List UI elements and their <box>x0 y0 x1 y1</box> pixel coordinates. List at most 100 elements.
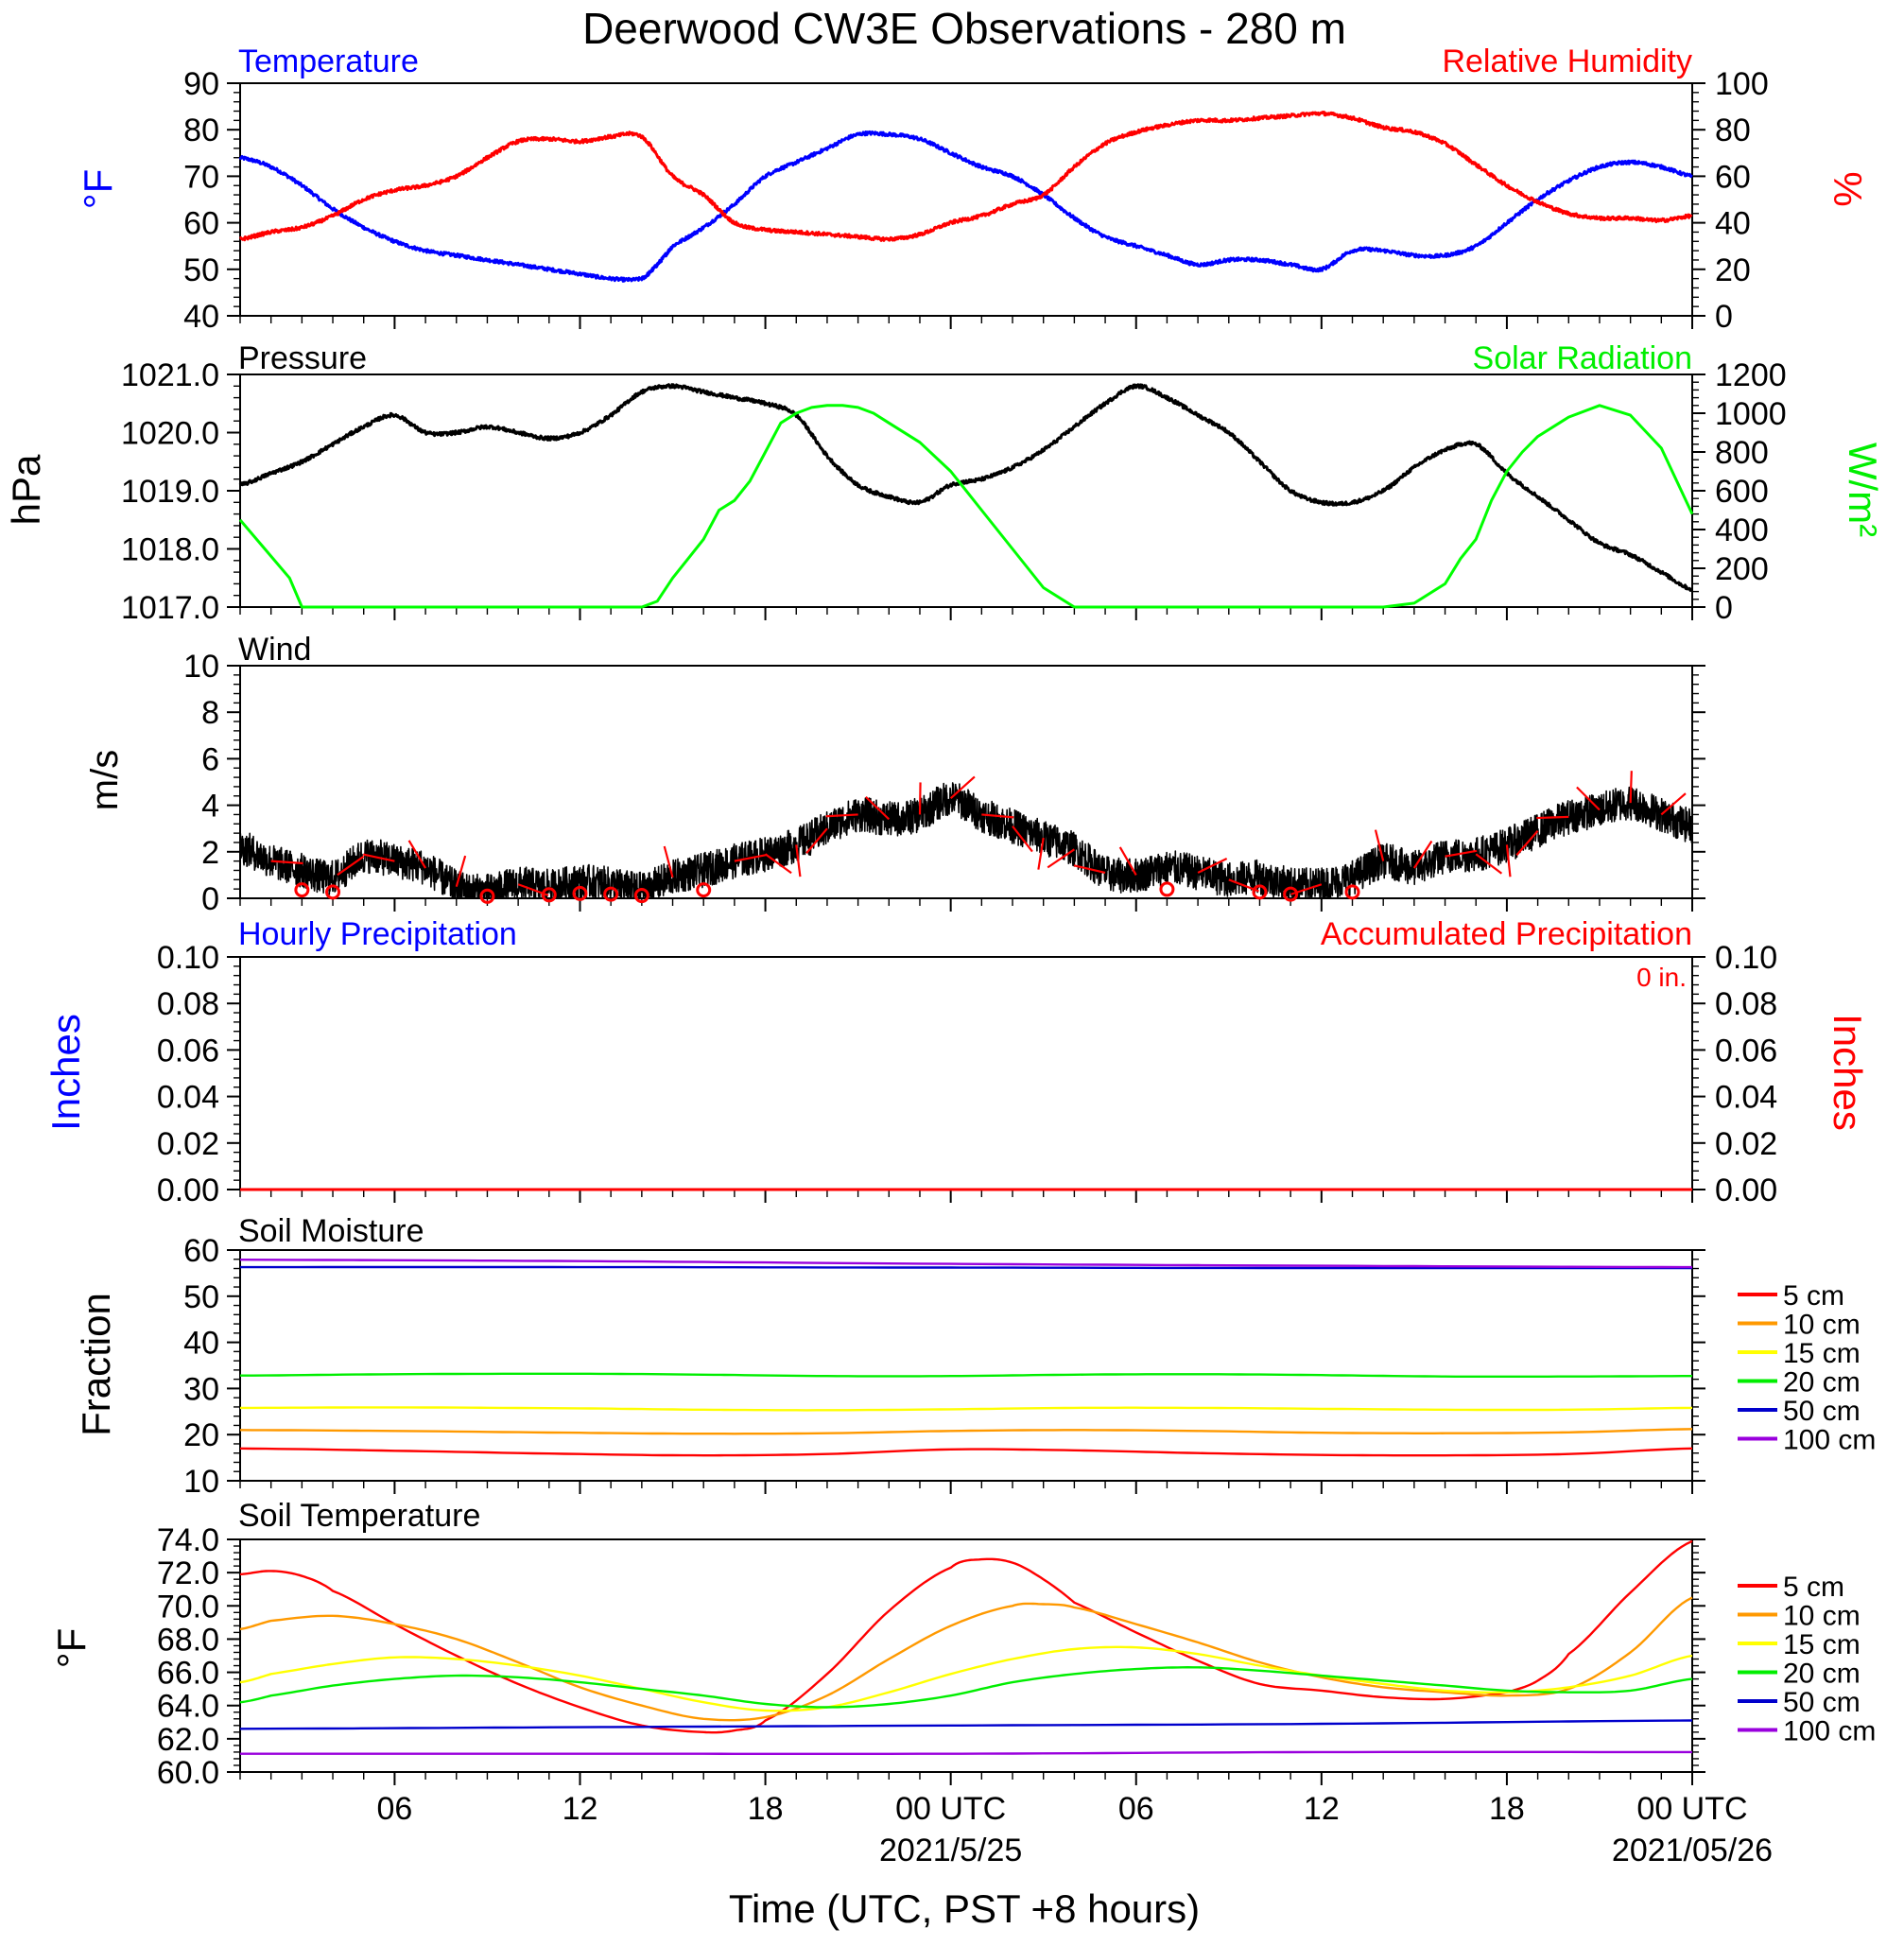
wind-barb <box>270 860 303 865</box>
precip-left-tick-label: 0.02 <box>157 1126 219 1162</box>
soil_temp-legend-label: 10 cm <box>1783 1601 1861 1632</box>
wind-barb <box>1073 864 1106 875</box>
soil_moisture-legend-label: 5 cm <box>1783 1280 1844 1312</box>
soil_temp-legend-label: 50 cm <box>1783 1687 1861 1718</box>
soil-temp-line-20cm <box>239 1666 1693 1709</box>
soil-temp-line-15cm <box>239 1645 1693 1712</box>
pressure_solar-left-tick-label: 1018.0 <box>121 532 219 568</box>
humidity-axis-unit: % <box>1826 171 1870 206</box>
wind-left-tick-label: 2 <box>201 835 219 871</box>
soil_moisture-left-tick-label: 40 <box>183 1326 219 1362</box>
x-tick-label: 12 <box>563 1791 598 1827</box>
soil-temp-line-100cm <box>240 1750 1692 1755</box>
temp_rh-left-tick-label: 90 <box>183 66 219 102</box>
soil_moisture-legend-label: 15 cm <box>1783 1338 1861 1369</box>
wind-frame <box>239 665 1693 899</box>
humidity-title: Relative Humidity <box>1442 43 1692 79</box>
x-tick-date-label: 2021/05/26 <box>1612 1833 1773 1868</box>
calm-wind-marker <box>633 888 649 904</box>
soil_temp-left-tick-label: 60.0 <box>157 1755 219 1791</box>
wind-barb <box>455 855 467 888</box>
wind-barb <box>825 813 858 818</box>
soil-moisture-line-5cm <box>239 1447 1693 1457</box>
x-tick-date-label: 2021/5/25 <box>879 1833 1022 1868</box>
x-tick-label: 00 UTC <box>895 1791 1006 1827</box>
temp_rh-right-tick-label: 20 <box>1715 252 1751 288</box>
hourly-precip-axis-unit: Inches <box>43 1014 88 1131</box>
wind-barb <box>1412 840 1433 869</box>
temp_rh-right-tick-label: 40 <box>1715 206 1751 242</box>
temp_rh-left-tick-label: 70 <box>183 159 219 195</box>
soil-temp-line-50cm <box>239 1719 1693 1730</box>
calm-wind-marker <box>1283 886 1299 902</box>
x-tick-label: 00 UTC <box>1636 1791 1747 1827</box>
precip-left-tick-label: 0.06 <box>157 1033 219 1069</box>
soil_moisture-legend-label: 100 cm <box>1783 1425 1876 1456</box>
precip-right-tick-label: 0.06 <box>1715 1033 1777 1069</box>
soil_temp-legend-label: 15 cm <box>1783 1629 1861 1660</box>
soil_temp-left-tick-label: 66.0 <box>157 1656 219 1692</box>
soil-moisture-title: Soil Moisture <box>238 1213 424 1249</box>
soil-moisture-line-100cm <box>239 1259 1693 1269</box>
wind-barb <box>734 854 767 862</box>
soil_moisture-left-tick-label: 60 <box>183 1233 219 1269</box>
wind-barb <box>1629 771 1633 804</box>
soil-moisture-line-10cm <box>239 1428 1693 1435</box>
precip-right-tick-label: 0.00 <box>1715 1173 1777 1208</box>
temperature-line <box>238 130 1693 283</box>
temp_rh-left-tick-label: 80 <box>183 113 219 148</box>
calm-wind-marker <box>696 882 712 898</box>
pressure_solar-right-tick-label: 200 <box>1715 551 1769 587</box>
accum-precip-axis-unit: Inches <box>1826 1014 1870 1131</box>
soil_moisture-legend-label: 50 cm <box>1783 1396 1861 1427</box>
wind-speed-line <box>239 782 1693 899</box>
precip-right-tick-label: 0.02 <box>1715 1126 1777 1162</box>
wind-barb <box>1047 848 1075 869</box>
calm-wind-marker <box>294 882 310 898</box>
pressure-axis-unit: hPa <box>4 454 48 525</box>
soil-moisture-axis-unit: Fraction <box>74 1293 118 1436</box>
temp_rh-right-tick-label: 80 <box>1715 113 1751 148</box>
calm-wind-marker <box>572 885 588 901</box>
precip-frame <box>239 956 1693 1190</box>
pressure-line <box>238 383 1693 592</box>
wind-barb <box>1445 849 1478 858</box>
wind-left-tick-label: 10 <box>183 649 219 685</box>
soil_temp-legend-label: 100 cm <box>1783 1716 1876 1747</box>
chart-title: Deerwood CW3E Observations - 280 m <box>582 4 1346 53</box>
soil-temp-line-5cm <box>239 1539 1693 1734</box>
calm-wind-marker <box>479 888 495 904</box>
temp_rh-right-tick-label: 100 <box>1715 66 1769 102</box>
soil_temp-left-tick-label: 74.0 <box>157 1522 219 1558</box>
solar-axis-unit: W/m² <box>1841 443 1885 537</box>
pressure_solar-left-tick-label: 1019.0 <box>121 474 219 510</box>
precip-right-tick-label: 0.04 <box>1715 1080 1777 1116</box>
pressure_solar-right-tick-label: 800 <box>1715 435 1769 471</box>
soil_moisture-left-tick-label: 20 <box>183 1417 219 1453</box>
temp_rh-right-tick-label: 0 <box>1715 299 1733 335</box>
accum-precip-title: Accumulated Precipitation <box>1321 916 1692 952</box>
precip-left-tick-label: 0.00 <box>157 1173 219 1208</box>
wind-left-tick-label: 6 <box>201 741 219 777</box>
x-tick-label: 18 <box>1489 1791 1525 1827</box>
precip-left-tick-label: 0.08 <box>157 986 219 1022</box>
wind-barb <box>1475 853 1503 875</box>
soil-moisture-line-20cm <box>240 1372 1692 1378</box>
soil_moisture-legend-label: 20 cm <box>1783 1367 1861 1399</box>
soil_moisture-left-tick-label: 10 <box>183 1464 219 1500</box>
temp_rh-right-tick-label: 60 <box>1715 159 1751 195</box>
soil_temp-left-tick-label: 64.0 <box>157 1689 219 1725</box>
wind-barb <box>1660 792 1687 816</box>
wind-barb <box>1197 858 1228 874</box>
precip-right-tick-label: 0.10 <box>1715 940 1777 976</box>
precip-left-tick-label: 0.10 <box>157 940 219 976</box>
temp_rh-left-tick-label: 60 <box>183 206 219 242</box>
wind-barb <box>1515 829 1539 857</box>
wind-barb <box>865 795 891 821</box>
solar-title: Solar Radiation <box>1473 340 1692 376</box>
wind-barb <box>362 853 395 862</box>
soil-moisture-line-50cm <box>240 1265 1692 1270</box>
x-axis-label: Time (UTC, PST +8 hours) <box>729 1886 1200 1931</box>
calm-wind-marker <box>603 886 619 902</box>
